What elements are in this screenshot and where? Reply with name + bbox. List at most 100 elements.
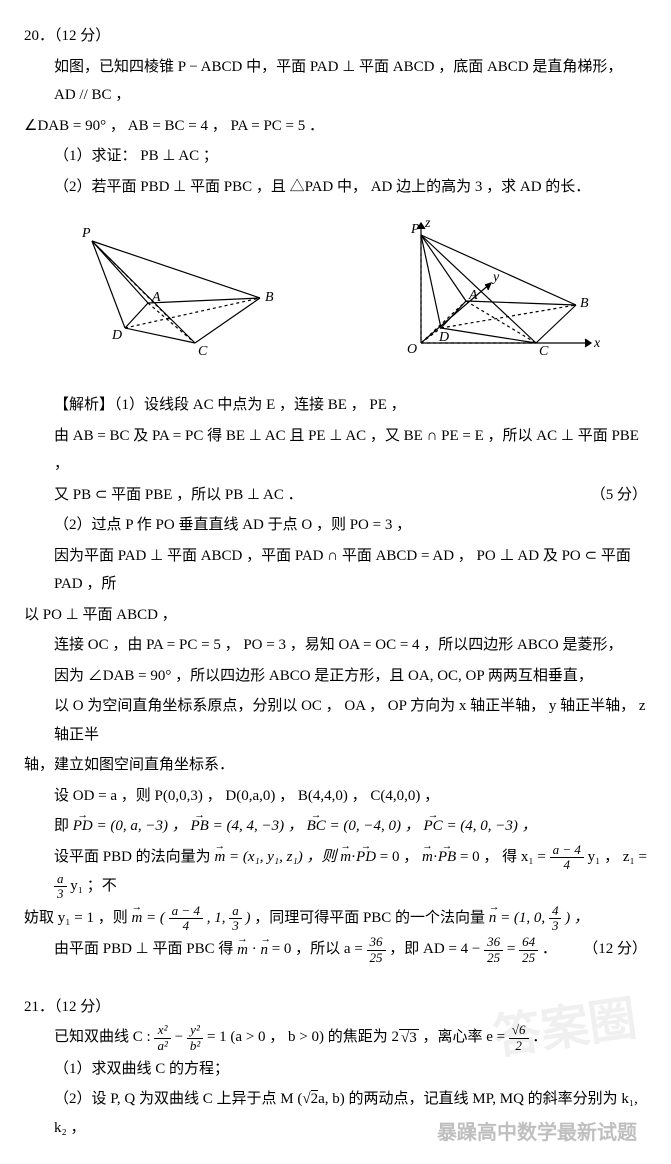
vec-m3: m (422, 843, 433, 872)
frac1b: a − 44 (169, 904, 203, 934)
sol-l14: 妨取 y₁ = 1 ，则 m = ( a − 44 , 1, a3 ) ，同理可… (24, 904, 647, 934)
f2d: 3 (54, 887, 67, 901)
l15d: = (507, 942, 515, 958)
label-C2: C (539, 344, 549, 359)
fAd: a² (154, 1039, 170, 1053)
vec-m: m (214, 843, 225, 872)
figure-row: P A B C D (24, 213, 647, 373)
l15score: （12 分） (583, 935, 647, 964)
sol-l5: 因为平面 PAD ⊥ 平面 ABCD ，平面 PAD ∩ 平面 ABCD = A… (24, 542, 647, 599)
dot3: · (252, 942, 257, 958)
pd-val: = (0, a, −3) ， (97, 818, 187, 834)
l12-pre: 即 (54, 818, 73, 834)
fCn: √6 (509, 1023, 529, 1038)
sol-l15: 由平面 PBD ⊥ 平面 PBC 得 m · n = 0 ，所以 a = 362… (24, 935, 647, 965)
q21-p1: （1）求双曲线 C 的方程； (24, 1055, 647, 1084)
sol-head: 【解析】（1）设线段 AC 中点为 E ，连接 BE ， PE ， (24, 391, 647, 420)
fBn: y² (187, 1023, 203, 1038)
label-D: D (111, 328, 122, 343)
sol-l4: （2）过点 P 作 PO 垂直直线 AD 于点 O ，则 PO = 3 ， (24, 511, 647, 540)
sol-l3-score: （5 分） (591, 481, 647, 510)
sqrt2: 2 (311, 1090, 319, 1107)
f1d2: 4 (169, 919, 203, 933)
minus: − (175, 1030, 183, 1046)
label-z: z (424, 216, 431, 231)
vec-m2: m (340, 843, 351, 872)
sol-l3: 又 PB ⊂ 平面 PBE ，所以 PB ⊥ AC ． （5 分） (24, 481, 647, 510)
fBd: b² (187, 1039, 203, 1053)
l13a: 设平面 PBD 的法向量为 (54, 849, 211, 865)
q20-part1: （1）求证： PB ⊥ AC ； (24, 142, 647, 171)
vec-pb: PB (191, 812, 209, 841)
q21-number: 21．（12 分） (24, 993, 647, 1022)
sol-l8: 因为 ∠DAB = 90° ，所以四边形 ABCO 是正方形，且 OA, OC,… (24, 662, 647, 691)
l15b: = 0 ，所以 a = (272, 942, 363, 958)
eq0b: = 0 ， (460, 849, 498, 865)
label-A: A (151, 290, 161, 305)
frac4: 3625 (367, 935, 386, 965)
frac3: 43 (549, 904, 562, 934)
label-y: y (491, 270, 500, 285)
q20-stem-1: 如图，已知四棱锥 P − ABCD 中，平面 PAD ⊥ 平面 ABCD ，底面… (24, 53, 647, 110)
f2n2: a (229, 904, 242, 919)
l15c: ，即 AD = 4 − (389, 942, 480, 958)
fracB: y²b² (187, 1023, 203, 1053)
l14a: 妨取 y₁ = 1 ，则 (24, 910, 128, 926)
q21-p2: （2）设 P, Q 为双曲线 C 上异于点 M (√2a, b) 的两动点，记直… (24, 1085, 647, 1142)
frac2: a3 (54, 872, 67, 902)
l13b: = (x₁, y₁, z₁) ，则 (229, 849, 336, 865)
mvec2: , 1, (207, 910, 230, 926)
sqrt3: 3 (409, 1030, 417, 1046)
label-O: O (407, 342, 417, 357)
label-B: B (265, 290, 274, 305)
figure-left: P A B C D (60, 213, 290, 363)
nvec: = (1, 0, (500, 910, 545, 926)
label-B2: B (580, 296, 589, 311)
l13f: y₁ ；不 (70, 878, 116, 894)
l13e: y₁ ， z₁ = (588, 849, 647, 865)
f2n: a (54, 872, 67, 887)
f6d: 25 (519, 951, 538, 965)
label-D2: D (438, 330, 449, 345)
spacer (24, 967, 647, 991)
mvec3: ) (245, 910, 250, 926)
q21-s1b: = 1 (a > 0 ， b > 0) 的焦距为 2 (207, 1030, 399, 1046)
eq0a: = 0 ， (380, 849, 418, 865)
sol-l11: 设 OD = a ，则 P(0,0,3) ， D(0,a,0) ， B(4,4,… (24, 782, 647, 811)
fAn: x² (154, 1023, 170, 1038)
f1d: 4 (550, 858, 584, 872)
q21-s1d: ． (532, 1030, 547, 1046)
l15a: 由平面 PBD ⊥ 平面 PBC 得 (54, 942, 233, 958)
mvec: = ( (146, 910, 165, 926)
vec-n: n (489, 904, 497, 933)
fracC: √62 (509, 1023, 529, 1053)
sol-l7: 连接 OC ，由 PA = PC = 5 ， PO = 3 ，易知 OA = O… (24, 631, 647, 660)
pb-val: = (4, 4, −3) ， (213, 818, 303, 834)
label-P2: P (410, 222, 420, 237)
f1n: a − 4 (550, 843, 584, 858)
vec-m5: m (237, 936, 248, 965)
frac1: a − 44 (550, 843, 584, 873)
bc-val: = (0, −4, 0) ， (330, 818, 420, 834)
fCd: 2 (509, 1039, 529, 1053)
q21-s1c: ，离心率 e = (422, 1030, 505, 1046)
nvec2: ) ， (565, 910, 589, 926)
pc-val: = (4, 0, −3) ， (446, 818, 536, 834)
frac5: 3625 (484, 935, 503, 965)
label-A2: A (468, 288, 478, 303)
f6n: 64 (519, 935, 538, 950)
f4d: 25 (367, 951, 386, 965)
q21-stem: 已知双曲线 C : x²a² − y²b² = 1 (a > 0 ， b > 0… (24, 1023, 647, 1053)
label-P: P (81, 226, 91, 241)
sol-l13: 设平面 PBD 的法向量为 m = (x₁, y₁, z₁) ，则 m·PD =… (24, 843, 647, 902)
vec-n2: n (260, 936, 268, 965)
q20-stem-2: ∠DAB = 90° ， AB = BC = 4 ， PA = PC = 5 ． (24, 112, 647, 141)
sol-l2: 由 AB = BC 及 PA = PC 得 BE ⊥ AC 且 PE ⊥ AC … (24, 422, 647, 479)
sol-l12: 即 PD = (0, a, −3) ， PB = (4, 4, −3) ， BC… (24, 812, 647, 841)
sol-l3-text: 又 PB ⊂ 平面 PBE ，所以 PB ⊥ AC ． (54, 487, 303, 503)
f3d: 3 (549, 919, 562, 933)
f3n: 4 (549, 904, 562, 919)
frac6: 6425 (519, 935, 538, 965)
q20-part2: （2）若平面 PBD ⊥ 平面 PBC ，且 △PAD 中， AD 边上的高为 … (24, 173, 647, 202)
f5n: 36 (484, 935, 503, 950)
